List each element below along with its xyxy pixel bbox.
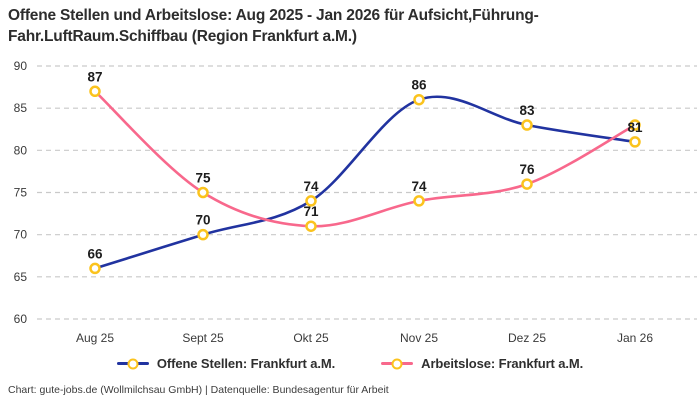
line-chart: 60 65 70 75 80 85 90 Aug 25 Sept 25 Okt 25 Nov 25 D… — [14, 59, 697, 345]
chart-title-line2: Fahr.LuftRaum.Schiffbau (Region Frankfur… — [8, 28, 357, 45]
data-point-marker — [413, 195, 425, 207]
x-axis-tick-label: Sept 25 — [182, 331, 224, 345]
data-point-marker — [305, 195, 317, 207]
chart-legend: Offene Stellen: Frankfurt a.M. Arbeitslo… — [0, 356, 700, 371]
data-point-marker — [197, 228, 209, 241]
ring-marker-icon — [127, 358, 139, 369]
data-point-label: 76 — [519, 162, 535, 177]
data-point-label: 74 — [303, 179, 319, 194]
chart-title: Offene Stellen und Arbeitslose: Aug 2025… — [8, 5, 694, 47]
data-point-label: 66 — [87, 246, 103, 261]
data-point-marker — [629, 136, 641, 148]
data-point-label: 87 — [87, 69, 102, 84]
legend-item-offene-stellen[interactable]: Offene Stellen: Frankfurt a.M. — [116, 356, 336, 371]
ring-marker-icon — [391, 358, 403, 369]
data-point-label: 70 — [195, 213, 210, 228]
data-point-marker — [521, 178, 533, 190]
series-line-1 — [93, 90, 637, 228]
legend-label-arbeitslose: Arbeitslose: Frankfurt a.M. — [421, 356, 584, 371]
x-axis-tick-label: Okt 25 — [293, 331, 329, 345]
data-point-label: 74 — [411, 179, 427, 194]
x-axis-tick-label: Dez 25 — [508, 331, 546, 345]
legend-line-swatch-blue — [116, 358, 149, 369]
data-point-marker — [197, 186, 209, 199]
data-point-marker — [521, 119, 533, 131]
y-axis-tick-label: 60 — [14, 312, 28, 326]
series-line-0 — [93, 95, 637, 270]
data-point-label: 83 — [519, 103, 535, 118]
data-point-marker — [89, 85, 101, 98]
data-point-marker — [413, 93, 425, 106]
y-axis-tick-label: 80 — [14, 143, 28, 157]
data-point-label: 71 — [303, 204, 319, 219]
data-point-marker — [629, 119, 641, 131]
legend-line-swatch-pink — [381, 358, 414, 369]
y-axis-tick-label: 70 — [14, 228, 28, 242]
y-axis-tick-label: 90 — [14, 59, 28, 73]
chart-source-attribution: Chart: gute-jobs.de (Wollmilchsau GmbH) … — [8, 384, 389, 396]
y-axis-tick-label: 75 — [14, 186, 28, 200]
data-point-label: 86 — [411, 78, 427, 93]
y-axis-tick-label: 85 — [14, 101, 28, 115]
x-axis-tick-label: Jan 26 — [617, 331, 653, 345]
data-point-label: 81 — [627, 120, 643, 135]
data-point-marker — [305, 220, 317, 232]
chart-title-line1: Offene Stellen und Arbeitslose: Aug 2025… — [8, 7, 539, 24]
x-axis-tick-label: Nov 25 — [400, 331, 438, 345]
legend-item-arbeitslose[interactable]: Arbeitslose: Frankfurt a.M. — [381, 356, 583, 371]
y-axis-tick-label: 65 — [14, 270, 28, 284]
data-point-marker — [89, 262, 101, 275]
data-point-label: 75 — [195, 171, 211, 186]
x-axis-tick-label: Aug 25 — [76, 331, 114, 345]
legend-label-offene-stellen: Offene Stellen: Frankfurt a.M. — [156, 356, 336, 371]
